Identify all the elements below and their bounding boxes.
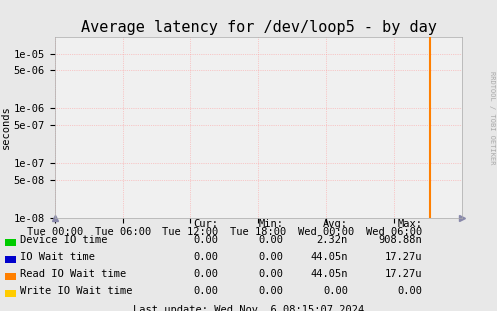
Text: 0.00: 0.00 (194, 269, 219, 279)
Text: 0.00: 0.00 (258, 286, 283, 296)
Text: Write IO Wait time: Write IO Wait time (20, 286, 132, 296)
Text: 44.05n: 44.05n (311, 269, 348, 279)
Text: Device IO time: Device IO time (20, 235, 107, 245)
Text: 44.05n: 44.05n (311, 252, 348, 262)
Text: 2.32n: 2.32n (317, 235, 348, 245)
Text: 0.00: 0.00 (194, 252, 219, 262)
Y-axis label: seconds: seconds (1, 106, 11, 149)
Text: 0.00: 0.00 (194, 286, 219, 296)
Text: 0.00: 0.00 (258, 269, 283, 279)
Text: 0.00: 0.00 (194, 235, 219, 245)
Title: Average latency for /dev/loop5 - by day: Average latency for /dev/loop5 - by day (81, 20, 436, 35)
Text: IO Wait time: IO Wait time (20, 252, 95, 262)
Text: Min:: Min: (258, 219, 283, 229)
Text: Last update: Wed Nov  6 08:15:07 2024: Last update: Wed Nov 6 08:15:07 2024 (133, 304, 364, 311)
Text: 17.27u: 17.27u (385, 269, 422, 279)
Text: Max:: Max: (398, 219, 422, 229)
Text: 0.00: 0.00 (323, 286, 348, 296)
Text: 0.00: 0.00 (258, 252, 283, 262)
Text: Avg:: Avg: (323, 219, 348, 229)
Text: 908.88n: 908.88n (379, 235, 422, 245)
Text: Cur:: Cur: (194, 219, 219, 229)
Text: 17.27u: 17.27u (385, 252, 422, 262)
Text: 0.00: 0.00 (258, 235, 283, 245)
Text: RRDTOOL / TOBI OETIKER: RRDTOOL / TOBI OETIKER (489, 72, 495, 165)
Text: Read IO Wait time: Read IO Wait time (20, 269, 126, 279)
Text: 0.00: 0.00 (398, 286, 422, 296)
